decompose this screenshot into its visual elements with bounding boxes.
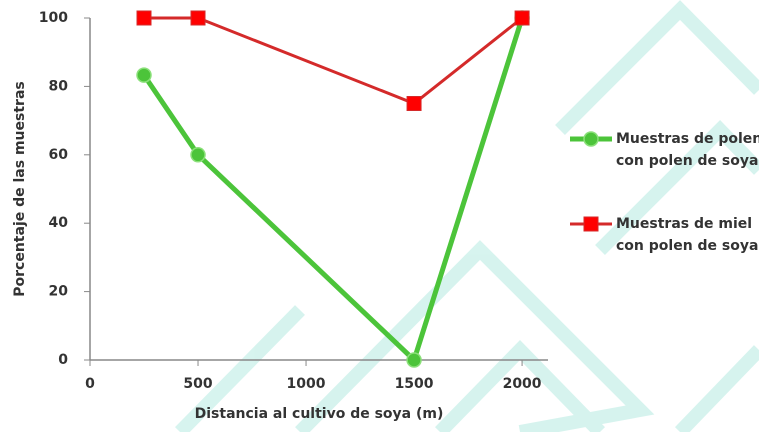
series-line (144, 18, 522, 360)
y-tick-label: 20 (49, 284, 69, 300)
marker (191, 148, 205, 162)
x-tick-label: 500 (183, 376, 212, 392)
page: {"chart_data": {"type": "line", "x_label… (0, 0, 759, 432)
marker (584, 132, 598, 146)
y-tick-label: 100 (39, 10, 68, 26)
legend-label: Muestras de miel con polen de soya (616, 213, 759, 257)
marker (137, 68, 151, 82)
marker (407, 97, 421, 111)
y-tick-label: 80 (49, 78, 69, 94)
x-tick-label: 2000 (503, 376, 542, 392)
marker (584, 217, 598, 231)
y-tick-label: 60 (49, 147, 69, 163)
marker (515, 11, 529, 25)
x-tick-label: 1500 (395, 376, 434, 392)
x-tick-label: 0 (85, 376, 95, 392)
series-line (144, 18, 522, 104)
marker (407, 353, 421, 367)
x-tick-label: 1000 (287, 376, 326, 392)
marker (137, 11, 151, 25)
x-axis-title: Distancia al cultivo de soya (m) (195, 406, 444, 422)
marker (191, 11, 205, 25)
legend-label: Muestras de polen con polen de soya (616, 128, 759, 172)
y-tick-label: 0 (58, 352, 68, 368)
y-tick-label: 40 (49, 215, 69, 231)
y-axis-title: Porcentaje de las muestras (12, 81, 28, 296)
